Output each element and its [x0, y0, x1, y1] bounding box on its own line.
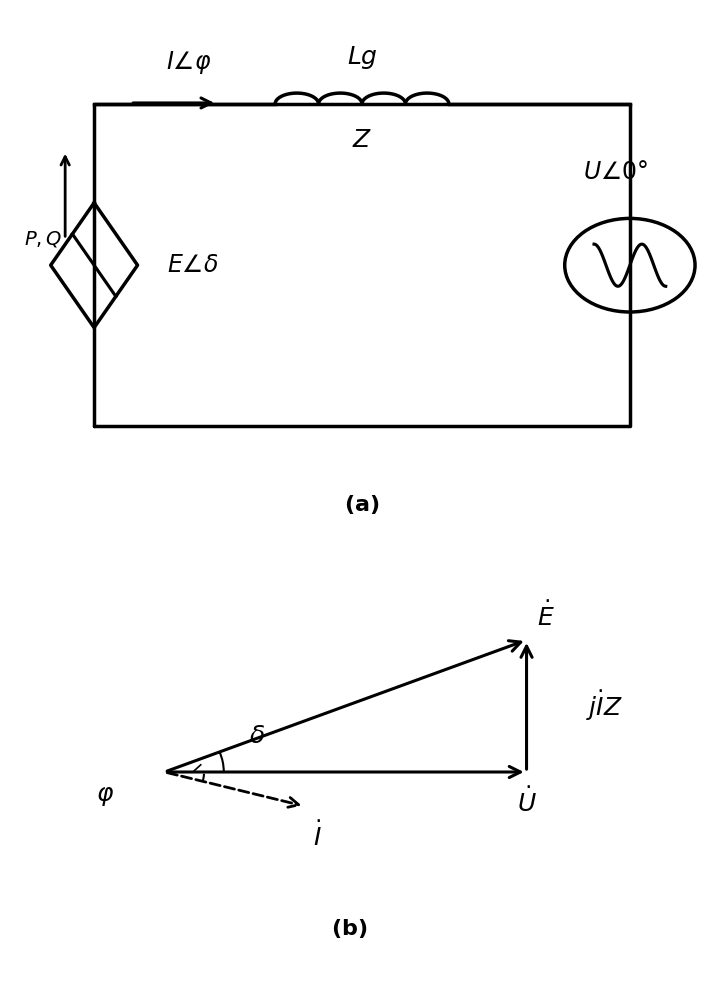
Text: $\delta$: $\delta$	[248, 724, 265, 748]
Text: $\dot{E}$: $\dot{E}$	[537, 601, 555, 631]
Text: $U\angle 0°$: $U\angle 0°$	[583, 160, 648, 184]
Text: $\varphi$: $\varphi$	[96, 784, 114, 808]
Text: $\mathbf{(a)}$: $\mathbf{(a)}$	[345, 493, 379, 516]
Text: $P,Q$: $P,Q$	[25, 229, 62, 249]
Text: $I\angle\varphi$: $I\angle\varphi$	[166, 49, 211, 76]
Text: $\mathbf{(b)}$: $\mathbf{(b)}$	[331, 916, 367, 940]
Text: $j\dot{I}Z$: $j\dot{I}Z$	[586, 689, 623, 723]
Text: $Z$: $Z$	[352, 128, 372, 152]
Text: $\dot{I}$: $\dot{I}$	[313, 821, 322, 851]
Text: $Lg$: $Lg$	[347, 44, 377, 71]
Text: $\dot{U}$: $\dot{U}$	[517, 787, 536, 817]
Text: $E\angle\delta$: $E\angle\delta$	[167, 253, 218, 277]
